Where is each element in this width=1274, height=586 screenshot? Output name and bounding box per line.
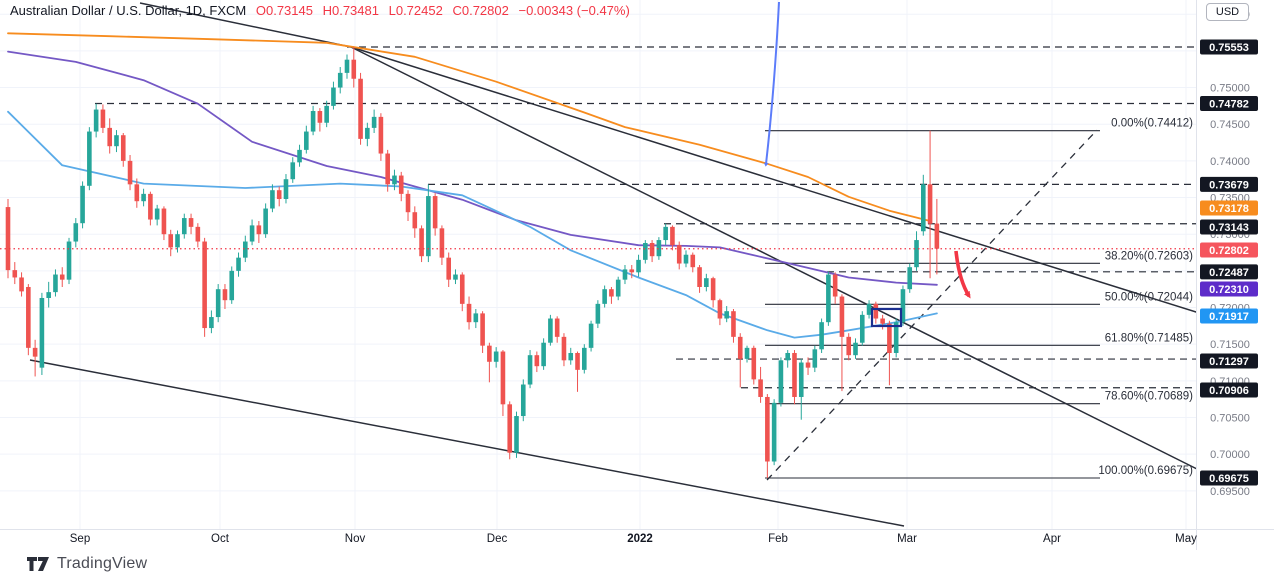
fib-level-label: 100.00%(0.69675) [1098,465,1193,477]
symbol-title[interactable]: Australian Dollar / U.S. Dollar, 1D, FXC… [10,3,247,18]
red-down-arrow[interactable] [954,250,969,296]
time-axis-label: Oct [211,533,230,545]
fib-level-label: 0.00%(0.74412) [1111,118,1193,130]
price-badge: 0.72310 [1209,284,1249,296]
trendline-into-peak[interactable] [139,2,352,48]
time-axis-label: 2022 [627,533,653,545]
price-tick-label: 0.74000 [1210,156,1250,168]
time-axis-label: Sep [70,533,90,545]
price-badge: 0.73178 [1209,203,1249,215]
price-badge: 0.75553 [1209,42,1249,54]
blue-down-arrow[interactable] [766,1,780,164]
candlestick-series [5,47,940,479]
fib-level-label: 78.60%(0.70689) [1105,391,1193,403]
tradingview-logo[interactable]: TradingView [27,555,147,573]
ohlc-close: C0.72802 [452,3,509,18]
time-axis-label: Nov [345,533,366,545]
price-tick-label: 0.70500 [1210,413,1250,425]
price-badge: 0.69675 [1209,473,1249,485]
fib-level-label: 61.80%(0.71485) [1105,332,1193,344]
trendlines[interactable] [29,2,1214,527]
price-badge: 0.71297 [1209,356,1249,368]
time-axis-label: Dec [487,533,508,545]
price-badge: 0.73679 [1209,179,1249,191]
time-axis[interactable]: Sep Oct Nov Dec 2022 Feb Mar Apr May [70,533,1197,545]
time-axis-label: Feb [768,533,788,545]
ma-purple [7,50,938,286]
price-badge: 0.70906 [1209,385,1249,397]
price-badge: 0.71917 [1209,311,1249,323]
price-badge: 0.72802 [1209,245,1249,257]
ohlc-low: L0.72452 [388,3,443,18]
ohlc-high: H0.73481 [322,3,379,18]
symbol-title-bar: Australian Dollar / U.S. Dollar, 1D, FXC… [10,3,636,18]
ohlc-open: O0.73145 [255,3,313,18]
trendline-support[interactable] [29,359,905,527]
price-axis-badges: 0.75553 0.74782 0.73679 0.73178 0.73143 0.728… [1200,39,1258,486]
ohlc-change: −0.00343 (−0.47%) [518,3,630,18]
dashed-price-levels[interactable] [95,46,1196,389]
ma-blue [7,110,938,339]
price-tick-label: 0.70000 [1210,449,1250,461]
price-tick-label: 0.75000 [1210,83,1250,95]
price-tick-label: 0.71500 [1210,339,1250,351]
ma-orange [7,32,931,222]
trendline-resistance-upper[interactable] [350,46,1213,318]
fib-level-label: 38.20%(0.72603) [1105,250,1193,262]
time-axis-background [0,529,1274,586]
price-tick-label: 0.69500 [1210,486,1250,498]
price-badge: 0.73143 [1209,222,1249,234]
grid-lines [0,0,1196,529]
price-badge: 0.74782 [1209,99,1249,111]
currency-toggle-button[interactable]: USD [1206,3,1249,21]
navy-range-rectangle[interactable] [870,307,903,328]
time-axis-label: Apr [1043,533,1061,545]
price-tick-label: 0.74500 [1210,119,1250,131]
price-badge: 0.72487 [1209,267,1249,279]
tradingview-logo-text: TradingView [57,555,148,572]
ascending-dashed-trendline[interactable] [766,129,1098,481]
time-axis-label: Mar [897,533,917,545]
tradingview-logo-icon [27,557,49,571]
time-axis-label: May [1175,533,1197,545]
